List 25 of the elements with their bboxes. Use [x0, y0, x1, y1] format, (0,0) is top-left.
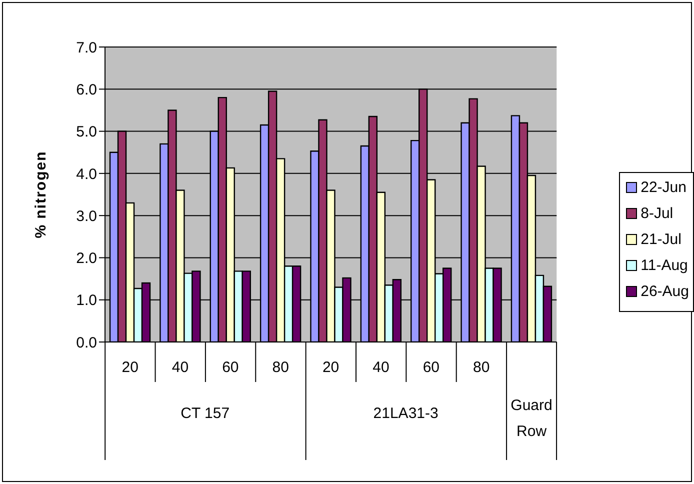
y-tick-label: 5.0 [76, 124, 97, 141]
text: CT 157 [180, 405, 230, 422]
y-tick-label: 4.0 [76, 166, 97, 183]
legend-label: 21-Jul [640, 231, 682, 248]
y-tick-label: 2.0 [76, 250, 97, 268]
text: 21LA31-3 [373, 405, 438, 422]
x-tick-label: 20 [122, 359, 138, 376]
x-tick-label: 60 [222, 359, 239, 376]
y-tick-label: 1.0 [76, 292, 97, 310]
text: Guard Row [510, 397, 552, 440]
x-tick-label: 60 [422, 359, 440, 376]
x-tick-label: 20 [322, 359, 340, 376]
legend-label: 8-Jul [640, 205, 674, 222]
legend-label: 22-Jun [640, 179, 686, 196]
x-tick-label: 40 [372, 359, 390, 376]
y-tick-label: 0.0 [76, 334, 97, 352]
y-tick-label: 3.0 [76, 208, 97, 225]
y-tick-label: 6.0 [76, 81, 97, 98]
legend-label: 26-Aug [640, 283, 689, 300]
y-axis-title: % nitrogen [32, 150, 50, 238]
x-tick-label: 40 [172, 359, 189, 376]
x-tick-label: 80 [272, 359, 289, 376]
legend-label: 11-Aug [640, 257, 688, 274]
x-tick-label: 80 [473, 359, 490, 376]
y-tick-label: 7.0 [76, 39, 97, 56]
